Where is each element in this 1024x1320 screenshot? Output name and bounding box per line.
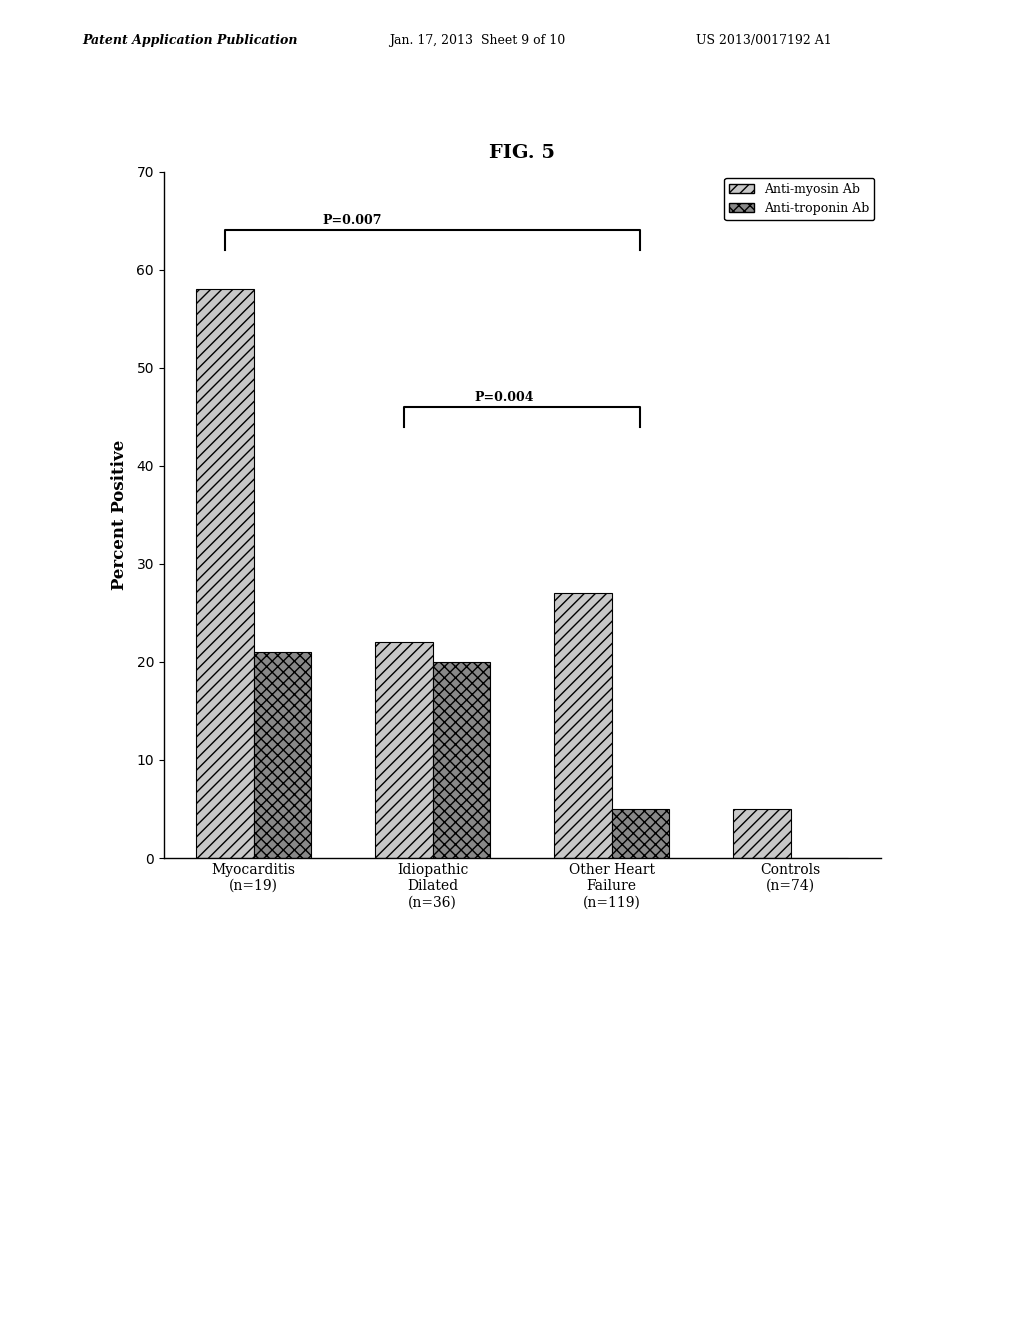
Text: US 2013/0017192 A1: US 2013/0017192 A1 bbox=[696, 33, 833, 46]
Text: Jan. 17, 2013  Sheet 9 of 10: Jan. 17, 2013 Sheet 9 of 10 bbox=[389, 33, 565, 46]
Bar bbox=[611, 809, 669, 858]
Bar bbox=[733, 809, 791, 858]
Legend: Anti-myosin Ab, Anti-troponin Ab: Anti-myosin Ab, Anti-troponin Ab bbox=[724, 178, 874, 220]
Text: Patent Application Publication: Patent Application Publication bbox=[82, 33, 297, 46]
Text: P=0.007: P=0.007 bbox=[323, 214, 382, 227]
Bar bbox=[197, 289, 254, 858]
Text: P=0.004: P=0.004 bbox=[474, 391, 535, 404]
Bar bbox=[433, 661, 490, 858]
Title: FIG. 5: FIG. 5 bbox=[489, 144, 555, 162]
Y-axis label: Percent Positive: Percent Positive bbox=[112, 440, 128, 590]
Bar bbox=[254, 652, 311, 858]
Bar bbox=[376, 643, 433, 858]
Bar bbox=[554, 593, 611, 858]
